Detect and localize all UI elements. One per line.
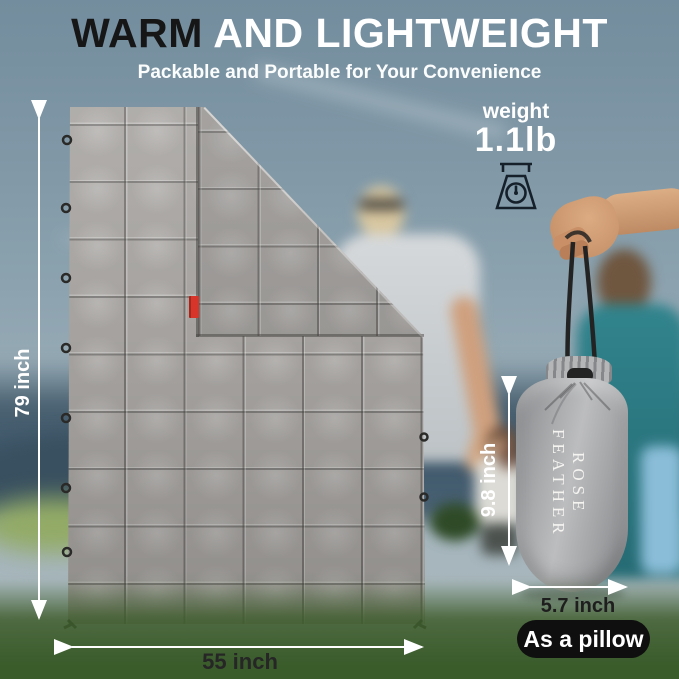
bush xyxy=(430,503,480,541)
kitchen-scale-icon xyxy=(495,162,537,210)
title-warm: WARM xyxy=(71,10,203,56)
page-title: WARM AND LIGHTWEIGHT xyxy=(0,10,679,57)
man-head xyxy=(357,186,405,238)
child-blue-clothes xyxy=(641,446,679,574)
subtitle: Packable and Portable for Your Convenien… xyxy=(137,62,542,83)
stuff-sack xyxy=(516,378,628,592)
red-brand-tag xyxy=(189,296,199,318)
sack-height-label: 9.8 inch xyxy=(478,442,500,518)
man-sunglasses xyxy=(359,199,404,210)
blanket-width-label: 55 inch xyxy=(202,649,278,674)
weight-value: 1.1lb xyxy=(474,121,558,159)
pillow-badge: As a pillow xyxy=(517,620,650,658)
weight-label: weight xyxy=(482,100,550,123)
fold-seam-vertical xyxy=(196,107,199,337)
sack-width-label: 5.7 inch xyxy=(540,595,616,617)
blanket-height-label: 79 inch xyxy=(12,348,34,418)
sack-brand-text: ROSE FEATHER xyxy=(549,428,588,539)
quilted-blanket xyxy=(60,100,432,632)
fold-seam-bottom xyxy=(196,334,424,337)
woman-hair xyxy=(597,249,651,313)
title-lightweight: AND LIGHTWEIGHT xyxy=(202,10,608,56)
